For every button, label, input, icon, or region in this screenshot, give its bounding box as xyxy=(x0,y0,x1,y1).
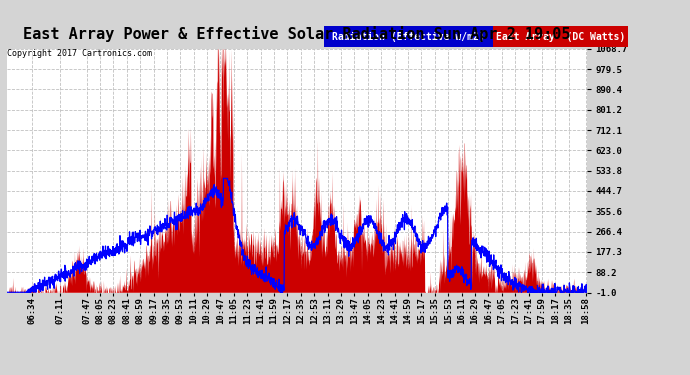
Text: East Array  (DC Watts): East Array (DC Watts) xyxy=(496,32,625,42)
Text: Copyright 2017 Cartronics.com: Copyright 2017 Cartronics.com xyxy=(7,49,152,58)
Text: Radiation (Effective w/m2): Radiation (Effective w/m2) xyxy=(333,32,485,42)
Text: East Array Power & Effective Solar Radiation Sun Apr 2 19:05: East Array Power & Effective Solar Radia… xyxy=(23,26,571,42)
